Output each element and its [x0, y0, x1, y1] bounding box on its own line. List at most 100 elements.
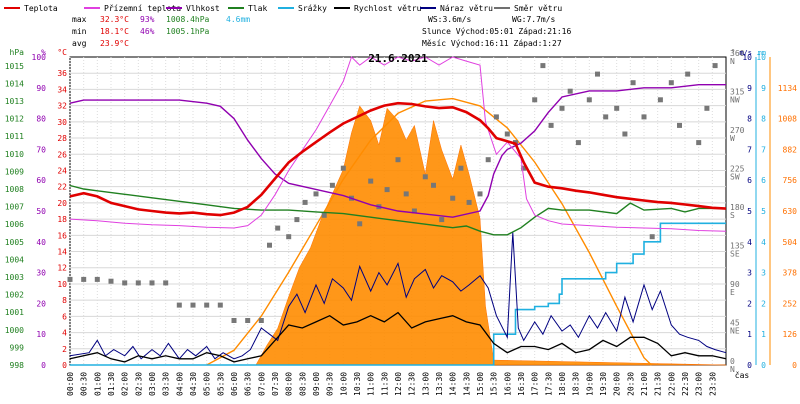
x-axis-tick-label: 12:00 — [394, 372, 403, 396]
humidity-axis-tick-label: 70 — [36, 145, 46, 154]
wind-direction-point — [485, 157, 491, 163]
wind-direction-point — [403, 191, 409, 197]
wind-direction-point — [94, 276, 100, 282]
solar-axis-tick-label: 252 — [783, 299, 798, 308]
temperature-axis-tick-label: 28 — [57, 134, 67, 143]
wind-direction-point — [450, 195, 456, 201]
pressure-axis-tick-label: 1008 — [5, 185, 24, 194]
humidity-line — [69, 83, 726, 218]
stats-rain-max: 4.6mm — [226, 15, 250, 24]
x-axis-tick-label: 20:30 — [626, 372, 635, 396]
temperature-axis-tick-label: 6 — [62, 312, 67, 321]
solar-axis-tick-label: 1134 — [778, 84, 797, 93]
temperature-axis-tick-label: 22 — [57, 183, 67, 192]
wind-direction-point — [586, 97, 592, 103]
pressure-axis-tick-label: 1011 — [5, 132, 24, 141]
legend-label: Přízemní teplota — [104, 4, 181, 13]
rain-axis-tick-label: 10 — [756, 53, 766, 62]
wind-direction-point — [548, 122, 554, 128]
direction-axis-tick-compass: NE — [730, 327, 740, 336]
pressure-axis-tick-label: 1002 — [5, 291, 24, 300]
chart-title: 21.6.2021 — [368, 52, 428, 65]
wind-direction-point — [677, 122, 682, 128]
wind-direction-point — [668, 80, 674, 86]
rain-axis-tick-label: 7 — [761, 145, 766, 154]
x-axis-tick-label: 01:00 — [93, 372, 102, 396]
wind-direction-point — [696, 140, 702, 146]
x-axis-tick-label: 14:00 — [449, 372, 458, 396]
direction-axis-tick-label: 180 — [730, 203, 745, 212]
wind-direction-point — [411, 208, 417, 214]
x-axis-tick-label: 11:00 — [367, 372, 376, 396]
wind-direction-point — [321, 212, 327, 218]
wind-direction-point — [466, 199, 472, 205]
direction-axis-tick-label: 315 — [730, 88, 745, 97]
humidity-axis-unit-label: % — [41, 48, 46, 57]
x-axis-tick-label: 04:00 — [175, 372, 184, 396]
x-axis-tick-label: 01:30 — [107, 372, 116, 396]
x-axis-tick-label: 07:00 — [257, 372, 266, 396]
temperature-line — [69, 101, 727, 217]
x-axis-tick-label: 15:30 — [490, 372, 499, 396]
rain-axis-tick-label: 4 — [761, 238, 766, 247]
humidity-axis-tick-label: 30 — [36, 269, 46, 278]
pressure-axis-unit-label: hPa — [10, 48, 25, 57]
wind-axis-tick-label: 4 — [747, 238, 752, 247]
x-axis-tick-label: 17:00 — [531, 372, 540, 396]
x-axis-tick-label: 18:00 — [558, 372, 567, 396]
direction-axis-tick-compass: S — [730, 211, 735, 220]
x-axis-tick-label: 06:30 — [244, 372, 253, 396]
temperature-axis-tick-label: 24 — [57, 167, 67, 176]
rain-axis-tick-label: 3 — [761, 269, 766, 278]
wind-direction-point — [122, 280, 128, 286]
rain-axis-tick-label: 9 — [761, 84, 766, 93]
wind-axis-tick-label: 0 — [747, 361, 752, 370]
wind-direction-point — [614, 105, 620, 111]
wind-direction-point — [384, 187, 390, 193]
pressure-axis-tick-label: 1015 — [5, 62, 24, 71]
solar-axis-tick-label: 1008 — [778, 115, 797, 124]
x-axis-tick-label: 05:30 — [216, 372, 225, 396]
pressure-axis-tick-label: 1004 — [5, 255, 24, 264]
stats-pressure-max: 1008.4hPa — [166, 15, 210, 24]
x-axis-tick-label: 02:00 — [121, 372, 130, 396]
humidity-axis-tick-label: 40 — [36, 238, 46, 247]
humidity-axis-tick-label: 0 — [41, 361, 46, 370]
wind-direction-point — [149, 280, 155, 286]
wind-direction-point — [641, 114, 647, 120]
x-axis-tick-label: 09:00 — [312, 372, 321, 396]
wind-direction-point — [712, 63, 718, 69]
wind-direction-point — [275, 225, 281, 231]
solar-axis-tick-label: 126 — [783, 330, 798, 339]
legend-label: Srážky — [298, 4, 327, 13]
rain-axis-tick-label: 5 — [761, 207, 766, 216]
direction-axis-tick-compass: E — [730, 288, 735, 297]
wind-axis-tick-label: 7 — [747, 145, 752, 154]
direction-axis-tick-compass: SE — [730, 250, 740, 259]
x-axis-tick-label: 16:00 — [503, 372, 512, 396]
rain-axis-unit-label: mm — [758, 49, 766, 57]
wind-axis-tick-label: 8 — [747, 115, 752, 124]
stats-humidity-max: 93% — [140, 15, 155, 24]
wind-direction-point — [521, 165, 527, 171]
wind-direction-point — [329, 182, 335, 188]
x-axis-tick-label: 00:00 — [66, 372, 75, 396]
wind-direction-point — [431, 182, 436, 188]
x-axis-tick-label: 08:30 — [298, 372, 307, 396]
stats-humidity-min: 46% — [140, 27, 155, 36]
wind-direction-point — [532, 97, 538, 103]
x-axis-tick-label: 21:30 — [654, 372, 663, 396]
x-axis-tick-label: 18:30 — [572, 372, 581, 396]
stats-temp-max: 32.3°C — [100, 15, 129, 24]
solar-axis-tick-label: 378 — [783, 269, 798, 278]
direction-axis-tick-label: 135 — [730, 242, 745, 251]
x-axis-tick-label: 00:30 — [80, 372, 89, 396]
x-axis-tick-label: 08:00 — [285, 372, 294, 396]
x-axis-tick-label: 06:00 — [230, 372, 239, 396]
temperature-axis-tick-label: 36 — [57, 69, 67, 78]
wind-axis-tick-label: 9 — [747, 84, 752, 93]
pressure-axis-tick-label: 1013 — [5, 97, 24, 106]
x-axis-tick-label: 13:00 — [421, 372, 430, 396]
x-axis-tick-label: 14:30 — [462, 372, 471, 396]
